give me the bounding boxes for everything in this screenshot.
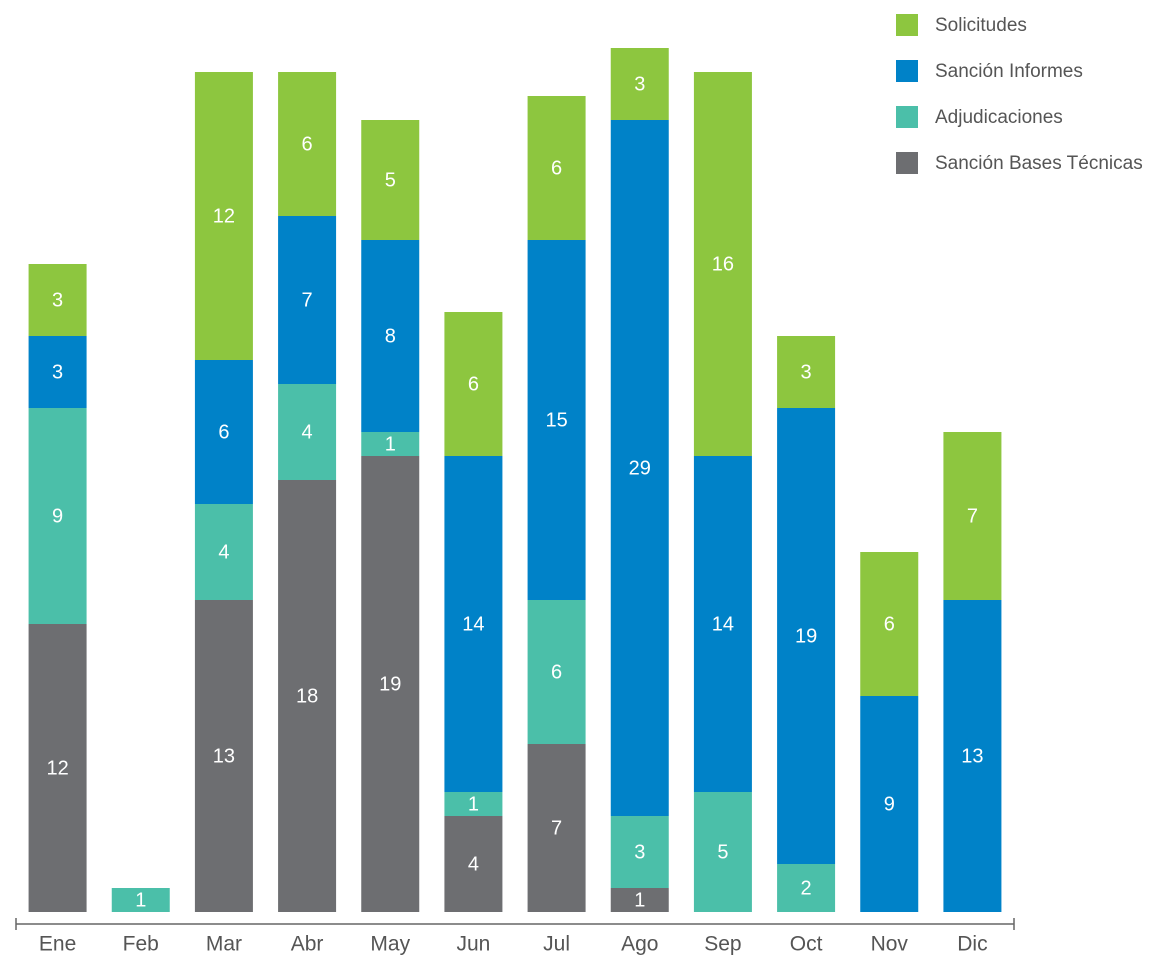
x-tick-label: Oct: [790, 933, 823, 956]
bar-segment: [194, 72, 253, 360]
bar-segment: [527, 96, 586, 240]
value-label: 18: [296, 685, 318, 707]
legend-label: Solicitudes: [935, 15, 1027, 36]
bar-segment: [361, 120, 420, 240]
x-tick-label: Abr: [291, 933, 324, 956]
bar-segment: [111, 888, 170, 912]
x-tick-label: Jul: [543, 933, 570, 956]
value-label: 6: [218, 421, 229, 443]
bar-segment: [777, 408, 836, 864]
value-label: 6: [468, 373, 479, 395]
x-tick-label: Sep: [704, 933, 741, 956]
value-label: 12: [46, 757, 68, 779]
value-label: 7: [967, 505, 978, 527]
bar-segment: [444, 792, 503, 816]
value-label: 16: [712, 253, 734, 275]
bar-segment: [28, 264, 87, 336]
value-label: 4: [468, 853, 479, 875]
value-label: 13: [213, 745, 235, 767]
value-label: 3: [52, 289, 63, 311]
bar-segment: [28, 336, 87, 408]
x-tick-label: Dic: [957, 933, 987, 956]
value-label: 6: [302, 133, 313, 155]
x-tick-label: Mar: [206, 933, 242, 956]
bar-segment: [943, 600, 1002, 912]
value-label: 3: [634, 73, 645, 95]
value-label: 2: [801, 877, 812, 899]
value-label: 1: [385, 433, 396, 455]
bar-segment: [777, 864, 836, 912]
value-label: 6: [884, 613, 895, 635]
value-label: 7: [551, 817, 562, 839]
value-label: 8: [385, 325, 396, 347]
bar-segment: [610, 888, 669, 912]
value-label: 6: [551, 661, 562, 683]
bar-segment: [610, 48, 669, 120]
bar-segment: [278, 480, 337, 912]
value-label: 1: [135, 889, 146, 911]
bar-segment: [527, 600, 586, 744]
value-label: 9: [52, 505, 63, 527]
bar-segment: [278, 384, 337, 480]
legend-swatch: [896, 152, 918, 174]
bar-segment: [693, 456, 752, 792]
value-label: 29: [629, 457, 651, 479]
value-label: 14: [462, 613, 484, 635]
legend-label: Sanción Bases Técnicas: [935, 153, 1143, 174]
x-tick-label: Ene: [39, 933, 76, 956]
bar-segment: [610, 816, 669, 888]
legend-label: Sanción Informes: [935, 61, 1083, 82]
bar-segment: [693, 792, 752, 912]
value-label: 13: [961, 745, 983, 767]
bar-segment: [860, 552, 919, 696]
bar-segment: [278, 216, 337, 384]
value-label: 7: [302, 289, 313, 311]
value-label: 3: [801, 361, 812, 383]
legend-swatch: [896, 14, 918, 36]
legend-label: Adjudicaciones: [935, 107, 1063, 128]
bar-segment: [361, 456, 420, 912]
value-label: 3: [634, 841, 645, 863]
value-label: 4: [218, 541, 229, 563]
bar-segment: [444, 312, 503, 456]
value-label: 5: [385, 169, 396, 191]
bar-segment: [28, 408, 87, 624]
value-label: 19: [379, 673, 401, 695]
bar-segment: [777, 336, 836, 408]
x-tick-label: May: [370, 933, 410, 956]
value-label: 14: [712, 613, 734, 635]
value-label: 6: [551, 157, 562, 179]
x-tick-label: Feb: [123, 933, 159, 956]
x-tick-label: Jun: [456, 933, 490, 956]
value-label: 15: [545, 409, 567, 431]
bar-segment: [693, 72, 752, 456]
legend-swatch: [896, 60, 918, 82]
bar-segment: [194, 360, 253, 504]
value-label: 19: [795, 625, 817, 647]
bar-segment: [361, 240, 420, 432]
value-label: 1: [634, 889, 645, 911]
bar-segment: [527, 240, 586, 600]
value-label: 12: [213, 205, 235, 227]
bar-segment: [28, 624, 87, 912]
bar-segment: [444, 456, 503, 792]
bar-segment: [527, 744, 586, 912]
bar-segment: [194, 600, 253, 912]
bar-segment: [610, 120, 669, 816]
value-label: 5: [717, 841, 728, 863]
bar-segment: [444, 816, 503, 912]
bar-segment: [943, 432, 1002, 600]
value-label: 4: [302, 421, 313, 443]
legend-swatch: [896, 106, 918, 128]
value-label: 9: [884, 793, 895, 815]
value-label: 3: [52, 361, 63, 383]
x-tick-label: Nov: [871, 933, 909, 956]
value-label: 1: [468, 793, 479, 815]
x-tick-label: Ago: [621, 933, 658, 956]
bar-segment: [278, 72, 337, 216]
bar-segment: [361, 432, 420, 456]
bar-segment: [860, 696, 919, 912]
bar-segment: [194, 504, 253, 600]
